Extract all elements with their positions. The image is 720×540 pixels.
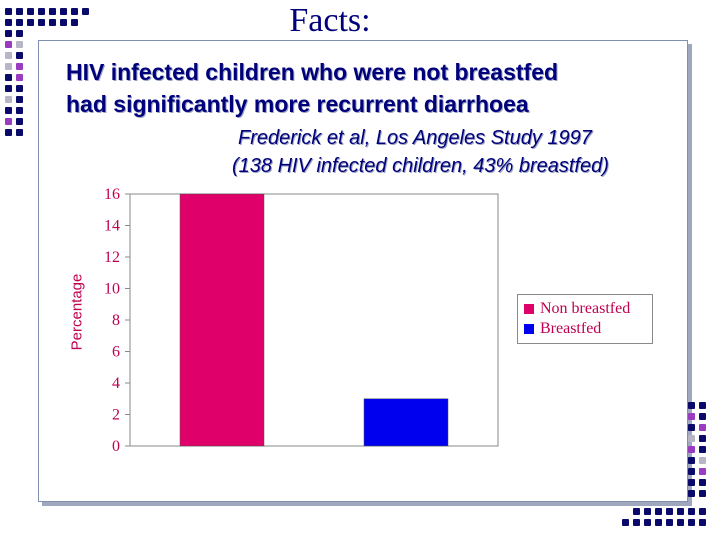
study-citation: Frederick et al, Los Angeles Study 1997 …: [232, 124, 692, 180]
decorative-square: [5, 30, 12, 37]
decorative-square: [688, 446, 695, 453]
decorative-square: [655, 519, 662, 526]
decorative-square: [16, 107, 23, 114]
decorative-square: [5, 52, 12, 59]
decorative-square: [16, 63, 23, 70]
slide-heading: HIV infected children who were not breas…: [66, 56, 686, 120]
decorative-square: [71, 8, 78, 15]
decorative-square: [699, 457, 706, 464]
decorative-square: [49, 8, 56, 15]
decorative-square: [699, 413, 706, 420]
decorative-square: [38, 19, 45, 26]
chart-legend: Non breastfed Breastfed: [517, 294, 653, 344]
bar-breastfed: [363, 398, 449, 447]
decorative-square: [5, 74, 12, 81]
y-tick-label: 12: [104, 249, 120, 266]
decorative-square: [49, 19, 56, 26]
heading-line-2: had significantly more recurrent diarrho…: [66, 91, 529, 117]
bar-non-breastfed: [179, 193, 265, 447]
y-tick-label: 8: [112, 312, 120, 329]
decorative-square: [699, 402, 706, 409]
legend-label-breastfed: Breastfed: [540, 320, 602, 337]
decorative-square: [27, 8, 34, 15]
legend-swatch-breastfed: [524, 324, 534, 334]
decorative-square: [16, 30, 23, 37]
decorative-square: [655, 508, 662, 515]
decorative-square: [699, 424, 706, 431]
decorative-square: [622, 519, 629, 526]
y-tick-label: 16: [104, 186, 120, 203]
decorative-square: [688, 435, 695, 442]
decorative-square: [677, 519, 684, 526]
legend-label-non-breastfed: Non breastfed: [540, 300, 631, 317]
decorative-square: [60, 19, 67, 26]
decorative-square: [688, 413, 695, 420]
decorative-square: [688, 457, 695, 464]
decorative-square: [699, 519, 706, 526]
decorative-square: [16, 85, 23, 92]
slide-title: Facts:: [289, 2, 371, 39]
decorative-square: [5, 107, 12, 114]
decorative-square: [5, 118, 12, 125]
decorative-square: [699, 490, 706, 497]
decorative-square: [27, 19, 34, 26]
decorative-square: [688, 490, 695, 497]
decorative-square: [5, 8, 12, 15]
citation-line-2: (138 HIV infected children, 43% breastfe…: [232, 155, 609, 177]
decorative-square: [5, 19, 12, 26]
y-tick-label: 4: [112, 375, 120, 392]
decorative-square: [5, 96, 12, 103]
y-tick-label: 2: [112, 407, 120, 424]
decorative-square: [5, 41, 12, 48]
decorative-square: [688, 479, 695, 486]
heading-line-1: HIV infected children who were not breas…: [66, 59, 559, 85]
decorative-square: [16, 19, 23, 26]
decorative-square: [699, 446, 706, 453]
decorative-square: [71, 19, 78, 26]
decorative-square: [699, 435, 706, 442]
decorative-square: [633, 508, 640, 515]
decorative-square: [688, 402, 695, 409]
decorative-square: [688, 468, 695, 475]
decorative-square: [16, 41, 23, 48]
decorative-square: [16, 52, 23, 59]
decorative-square: [666, 508, 673, 515]
y-tick-label: 0: [112, 438, 120, 455]
decorative-square: [5, 129, 12, 136]
decorative-square: [60, 8, 67, 15]
decorative-square: [699, 479, 706, 486]
decorative-square: [688, 508, 695, 515]
decorative-square: [644, 508, 651, 515]
y-tick-label: 10: [104, 281, 120, 298]
decorative-square: [16, 118, 23, 125]
legend-item-breastfed: Breastfed: [524, 319, 601, 339]
y-tick-label: 14: [104, 218, 120, 235]
decorative-square: [688, 424, 695, 431]
decorative-square: [633, 519, 640, 526]
decorative-square: [677, 508, 684, 515]
decorative-square: [16, 74, 23, 81]
legend-swatch-non-breastfed: [524, 304, 534, 314]
decorative-square: [82, 8, 89, 15]
legend-item-non-breastfed: Non breastfed: [524, 299, 630, 319]
decorative-square: [16, 8, 23, 15]
decorative-square: [699, 508, 706, 515]
citation-line-1: Frederick et al, Los Angeles Study 1997: [238, 127, 592, 149]
decorative-square: [38, 8, 45, 15]
decorative-square: [688, 519, 695, 526]
decorative-square: [16, 129, 23, 136]
y-tick-label: 6: [112, 344, 120, 361]
decorative-square: [644, 519, 651, 526]
decorative-square: [5, 63, 12, 70]
decorative-square: [666, 519, 673, 526]
decorative-square: [5, 85, 12, 92]
decorative-square: [699, 468, 706, 475]
decorative-square: [16, 96, 23, 103]
